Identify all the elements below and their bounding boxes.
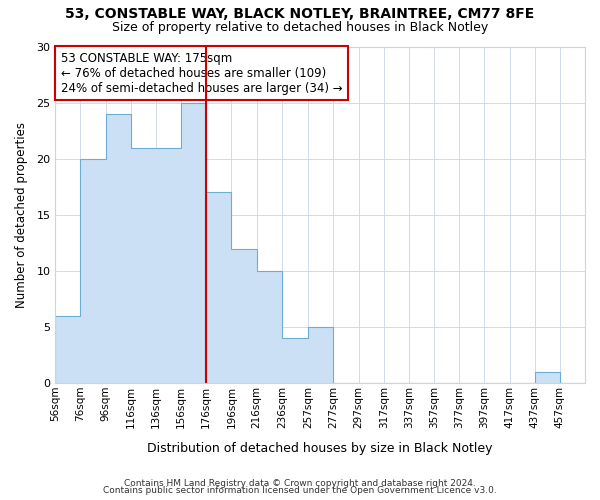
- Y-axis label: Number of detached properties: Number of detached properties: [15, 122, 28, 308]
- Text: Size of property relative to detached houses in Black Notley: Size of property relative to detached ho…: [112, 21, 488, 34]
- Text: 53 CONSTABLE WAY: 175sqm
← 76% of detached houses are smaller (109)
24% of semi-: 53 CONSTABLE WAY: 175sqm ← 76% of detach…: [61, 52, 342, 94]
- Text: Contains HM Land Registry data © Crown copyright and database right 2024.: Contains HM Land Registry data © Crown c…: [124, 478, 476, 488]
- X-axis label: Distribution of detached houses by size in Black Notley: Distribution of detached houses by size …: [148, 442, 493, 455]
- Text: 53, CONSTABLE WAY, BLACK NOTLEY, BRAINTREE, CM77 8FE: 53, CONSTABLE WAY, BLACK NOTLEY, BRAINTR…: [65, 8, 535, 22]
- Text: Contains public sector information licensed under the Open Government Licence v3: Contains public sector information licen…: [103, 486, 497, 495]
